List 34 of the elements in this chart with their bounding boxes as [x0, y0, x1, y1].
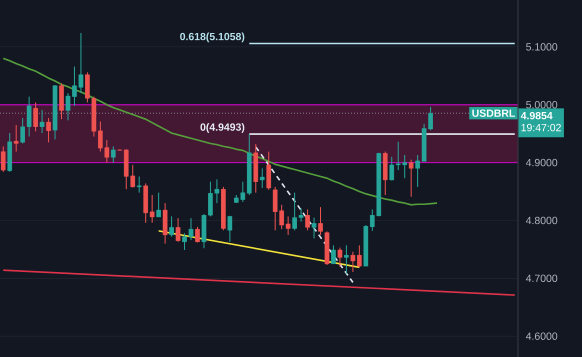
- candlestick: [130, 164, 136, 188]
- candlestick: [33, 102, 38, 132]
- ref-line-label: 4.9854: [520, 112, 553, 120]
- candlestick: [156, 192, 161, 218]
- candlestick: [338, 247, 342, 268]
- candlestick: [14, 124, 19, 152]
- annotation: 0(4.9493): [200, 123, 244, 133]
- candlestick: [305, 208, 310, 231]
- candlestick: [344, 244, 349, 274]
- text: 19:47:02: [521, 124, 561, 132]
- y-tick-label: 5.0000: [526, 101, 558, 108]
- candlestick: [0, 146, 6, 172]
- candlestick: [228, 215, 232, 242]
- candlestick: [46, 118, 51, 143]
- candlestick: [169, 216, 174, 238]
- candlestick: [260, 168, 265, 189]
- y-tick-label: 4.6000: [526, 332, 558, 340]
- candlestick: [408, 159, 414, 198]
- candlestick: [110, 146, 116, 164]
- candlestick: [331, 244, 336, 264]
- y-tick-label: 5.1000: [526, 43, 558, 51]
- candlestick: [40, 109, 44, 134]
- line-series: [2, 58, 438, 206]
- annotation: 0.618(5.1058): [180, 32, 244, 42]
- candlestick: [176, 218, 180, 242]
- candlestick: [195, 226, 200, 243]
- y-tick-label: 4.7000: [526, 274, 558, 282]
- annotation: USDBRL: [472, 109, 515, 117]
- y-tick-label: 4.8000: [526, 216, 558, 224]
- y-tick-label: 4.9000: [526, 158, 558, 166]
- candlestick: [136, 176, 142, 194]
- candlestick: [312, 217, 316, 239]
- candlestick: [266, 151, 272, 190]
- candlestick: [318, 206, 323, 236]
